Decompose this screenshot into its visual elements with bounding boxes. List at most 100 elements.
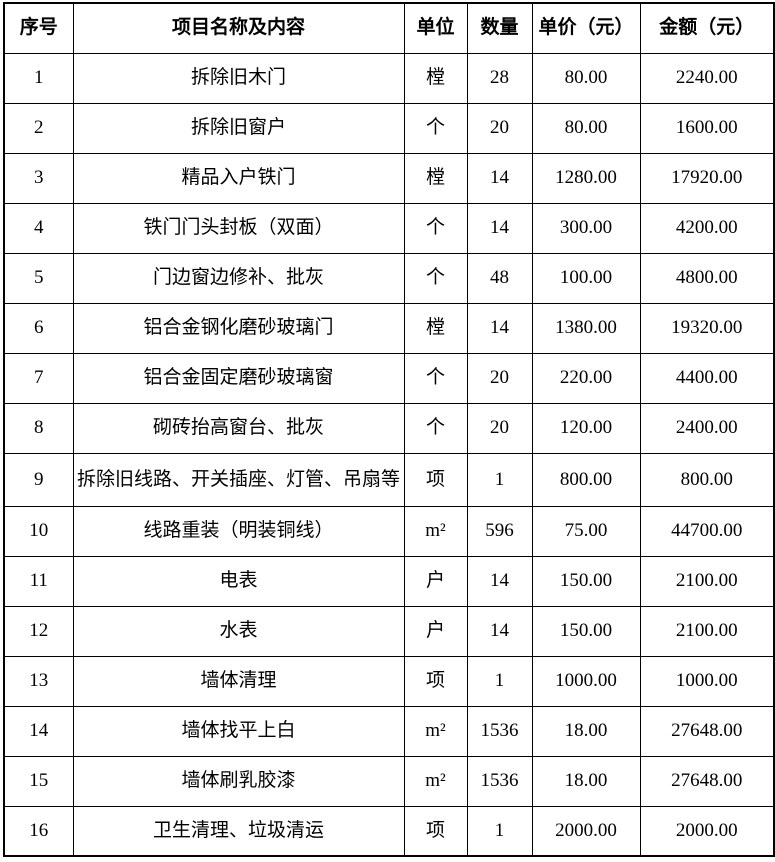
cell-unit: 项 bbox=[403, 452, 468, 507]
cell-item: 水表 bbox=[72, 605, 405, 657]
table-row: 2 拆除旧窗户个 20 80.00 1600.00 bbox=[3, 102, 775, 154]
cell-qty: 1536 bbox=[466, 705, 533, 757]
cell-price: 75.00 bbox=[531, 505, 641, 557]
cell-item: 拆除旧线路、开关插座、灯管、吊扇等 bbox=[72, 452, 405, 507]
cell-price: 150.00 bbox=[531, 555, 641, 607]
table-row: 13 墙体清理项 1 1000.00 1000.00 bbox=[3, 655, 775, 707]
cell-index: 1 bbox=[3, 52, 74, 104]
cell-amount: 2240.00 bbox=[639, 52, 775, 104]
cell-unit: 户 bbox=[403, 555, 468, 607]
cell-amount: 1600.00 bbox=[639, 102, 775, 154]
header-index: 序号 bbox=[3, 2, 74, 54]
cell-qty: 48 bbox=[466, 252, 533, 304]
cell-amount: 800.00 bbox=[639, 452, 775, 507]
table-row: 4 铁门门头封板（双面）个 14 300.00 4200.00 bbox=[3, 202, 775, 254]
cell-qty: 14 bbox=[466, 605, 533, 657]
cell-index: 7 bbox=[3, 352, 74, 404]
cell-unit: m² bbox=[403, 505, 468, 557]
cell-price: 1380.00 bbox=[531, 302, 641, 354]
cell-price: 1280.00 bbox=[531, 152, 641, 204]
table-row: 9 拆除旧线路、开关插座、灯管、吊扇等项 1 800.00 800.00 bbox=[3, 452, 775, 507]
cell-amount: 1000.00 bbox=[639, 655, 775, 707]
table-row: 15 墙体刷乳胶漆 m² 1536 18.00 27648.00 bbox=[3, 755, 775, 807]
cell-amount: 44700.00 bbox=[639, 505, 775, 557]
cell-item: 门边窗边修补、批灰 bbox=[72, 252, 405, 304]
cell-price: 1000.00 bbox=[531, 655, 641, 707]
cell-unit: 樘 bbox=[403, 152, 468, 204]
cell-price: 220.00 bbox=[531, 352, 641, 404]
cell-amount: 2400.00 bbox=[639, 402, 775, 454]
header-unit: 单位 bbox=[403, 2, 468, 54]
cell-qty: 1 bbox=[466, 805, 533, 857]
cell-price: 120.00 bbox=[531, 402, 641, 454]
cell-item: 拆除旧窗户 bbox=[72, 102, 405, 154]
cell-unit: 个 bbox=[403, 202, 468, 254]
cell-qty: 1 bbox=[466, 655, 533, 707]
cell-item: 卫生清理、垃圾清运 bbox=[72, 805, 405, 857]
cell-index: 11 bbox=[3, 555, 74, 607]
cell-price: 18.00 bbox=[531, 705, 641, 757]
cell-index: 6 bbox=[3, 302, 74, 354]
cell-unit: 项 bbox=[403, 805, 468, 857]
cell-price: 2000.00 bbox=[531, 805, 641, 857]
cell-amount: 4400.00 bbox=[639, 352, 775, 404]
cell-qty: 14 bbox=[466, 302, 533, 354]
header-item: 项目名称及内容 bbox=[72, 2, 405, 54]
cell-amount: 27648.00 bbox=[639, 705, 775, 757]
cell-index: 5 bbox=[3, 252, 74, 304]
cell-index: 10 bbox=[3, 505, 74, 557]
cell-price: 80.00 bbox=[531, 52, 641, 104]
cell-price: 150.00 bbox=[531, 605, 641, 657]
cell-index: 9 bbox=[3, 452, 74, 507]
table-row: 3 精品入户铁门樘 14 1280.00 17920.00 bbox=[3, 152, 775, 204]
cell-index: 4 bbox=[3, 202, 74, 254]
cell-unit: 樘 bbox=[403, 302, 468, 354]
cell-index: 16 bbox=[3, 805, 74, 857]
header-price: 单价（元） bbox=[531, 2, 641, 54]
cell-unit: 户 bbox=[403, 605, 468, 657]
cell-unit: m² bbox=[403, 755, 468, 807]
cell-amount: 27648.00 bbox=[639, 755, 775, 807]
quotation-table: 序号 项目名称及内容 单位 数量 单价（元） 金额（元） 1 拆除旧木门樘 28 80… bbox=[3, 2, 775, 857]
cell-unit: 项 bbox=[403, 655, 468, 707]
cell-item: 砌砖抬高窗台、批灰 bbox=[72, 402, 405, 454]
cell-qty: 1536 bbox=[466, 755, 533, 807]
cell-item: 墙体清理 bbox=[72, 655, 405, 707]
header-amount: 金额（元） bbox=[639, 2, 775, 54]
cell-item: 墙体找平上白 bbox=[72, 705, 405, 757]
cell-qty: 14 bbox=[466, 555, 533, 607]
cell-amount: 2100.00 bbox=[639, 605, 775, 657]
cell-price: 80.00 bbox=[531, 102, 641, 154]
cell-amount: 17920.00 bbox=[639, 152, 775, 204]
cell-unit: 个 bbox=[403, 252, 468, 304]
cell-item: 电表 bbox=[72, 555, 405, 607]
table-row: 6 铝合金钢化磨砂玻璃门樘 14 1380.00 19320.00 bbox=[3, 302, 775, 354]
cell-amount: 2100.00 bbox=[639, 555, 775, 607]
cell-qty: 20 bbox=[466, 402, 533, 454]
table-body: 1 拆除旧木门樘 28 80.00 2240.00 2 拆除旧窗户个 20 80.00 1600.… bbox=[3, 52, 775, 857]
cell-item: 铁门门头封板（双面） bbox=[72, 202, 405, 254]
table-row: 1 拆除旧木门樘 28 80.00 2240.00 bbox=[3, 52, 775, 104]
cell-unit: 个 bbox=[403, 402, 468, 454]
cell-index: 2 bbox=[3, 102, 74, 154]
cell-amount: 4800.00 bbox=[639, 252, 775, 304]
cell-amount: 4200.00 bbox=[639, 202, 775, 254]
cell-unit: m² bbox=[403, 705, 468, 757]
table-row: 14 墙体找平上白 m² 1536 18.00 27648.00 bbox=[3, 705, 775, 757]
cell-amount: 2000.00 bbox=[639, 805, 775, 857]
cell-item: 线路重装（明装铜线） bbox=[72, 505, 405, 557]
cell-item: 拆除旧木门 bbox=[72, 52, 405, 104]
cell-item: 铝合金固定磨砂玻璃窗 bbox=[72, 352, 405, 404]
cell-item: 墙体刷乳胶漆 bbox=[72, 755, 405, 807]
cell-price: 100.00 bbox=[531, 252, 641, 304]
cell-price: 800.00 bbox=[531, 452, 641, 507]
table-row: 10 线路重装（明装铜线） m² 596 75.00 44700.00 bbox=[3, 505, 775, 557]
cell-index: 8 bbox=[3, 402, 74, 454]
table-row: 7 铝合金固定磨砂玻璃窗个 20 220.00 4400.00 bbox=[3, 352, 775, 404]
table-header: 序号 项目名称及内容 单位 数量 单价（元） 金额（元） bbox=[3, 2, 775, 54]
cell-qty: 20 bbox=[466, 102, 533, 154]
cell-qty: 20 bbox=[466, 352, 533, 404]
cell-qty: 28 bbox=[466, 52, 533, 104]
cell-index: 12 bbox=[3, 605, 74, 657]
table-row: 8 砌砖抬高窗台、批灰个 20 120.00 2400.00 bbox=[3, 402, 775, 454]
